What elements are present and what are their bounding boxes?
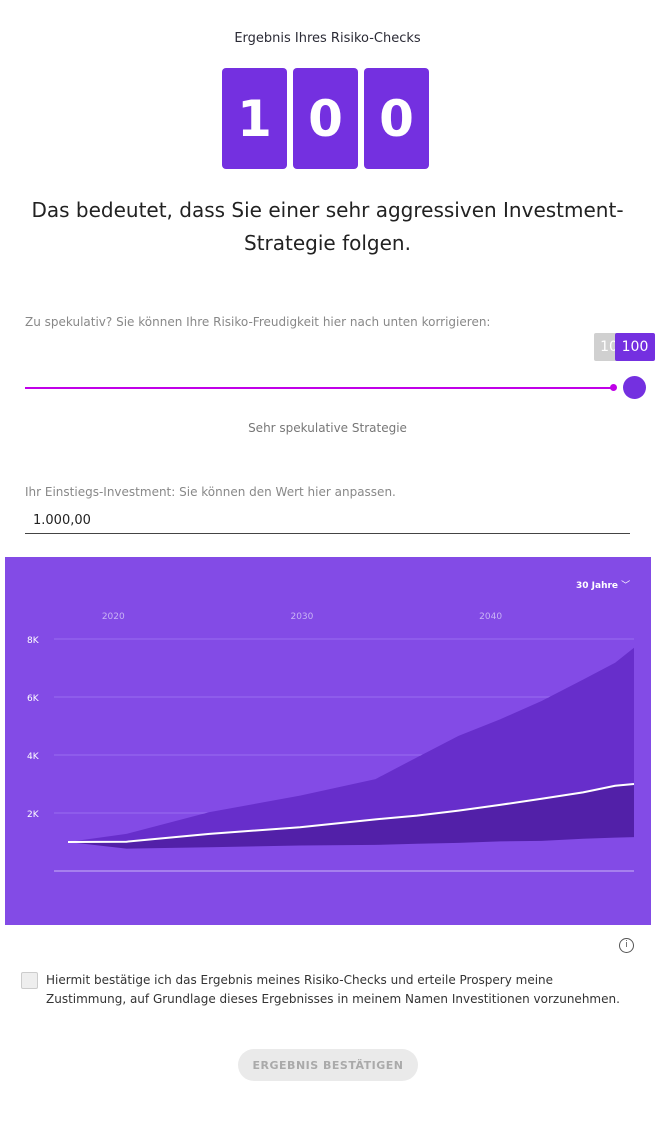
lower-range-area [68,784,634,849]
result-headline: Das bedeutet, dass Sie einer sehr aggres… [31,198,624,255]
y-tick-label: 6K [27,694,40,704]
strategy-label: Sehr spekulative Strategie [248,421,407,435]
current-value-tooltip: 100 [615,333,655,361]
x-tick-label: 2030 [290,612,313,622]
y-tick-label: 2K [27,810,40,820]
x-tick-label: 2020 [102,612,125,622]
result-caption: Ergebnis Ihres Risiko-Checks [234,31,421,46]
confirm-result-button[interactable]: ERGEBNIS BESTÄTIGEN [238,1049,418,1081]
investment-input[interactable] [25,508,630,534]
period-label: 30 Jahre [576,581,619,591]
projection-chart-svg: 2K 4K 6K 8K 2020 2030 2040 [27,612,635,872]
y-tick-label: 4K [27,752,40,762]
score-digit: 0 [293,68,358,169]
info-icon[interactable]: i [619,938,634,953]
risk-slider-track[interactable] [25,387,615,389]
upper-range-area [68,647,634,842]
score-digit: 1 [222,68,287,169]
previous-value-marker [610,384,617,391]
projection-chart: 2K 4K 6K 8K 2020 2030 2040 [5,557,651,925]
y-tick-label: 8K [27,636,40,646]
chevron-down-icon: ﹀ [621,581,631,591]
score-display: 1 0 0 [222,68,429,169]
slider-hint: Zu spekulativ? Sie können Ihre Risiko-Fr… [25,315,491,329]
risk-slider-handle[interactable] [623,376,646,399]
median-line [67,783,635,843]
consent-checkbox[interactable] [21,972,38,989]
period-selector[interactable]: 30 Jahre ﹀ [576,578,630,591]
score-digit: 0 [364,68,429,169]
consent-text: Hiermit bestätige ich das Ergebnis meine… [46,973,620,1006]
investment-hint: Ihr Einstiegs-Investment: Sie können den… [25,485,396,499]
x-tick-label: 2040 [479,612,502,622]
